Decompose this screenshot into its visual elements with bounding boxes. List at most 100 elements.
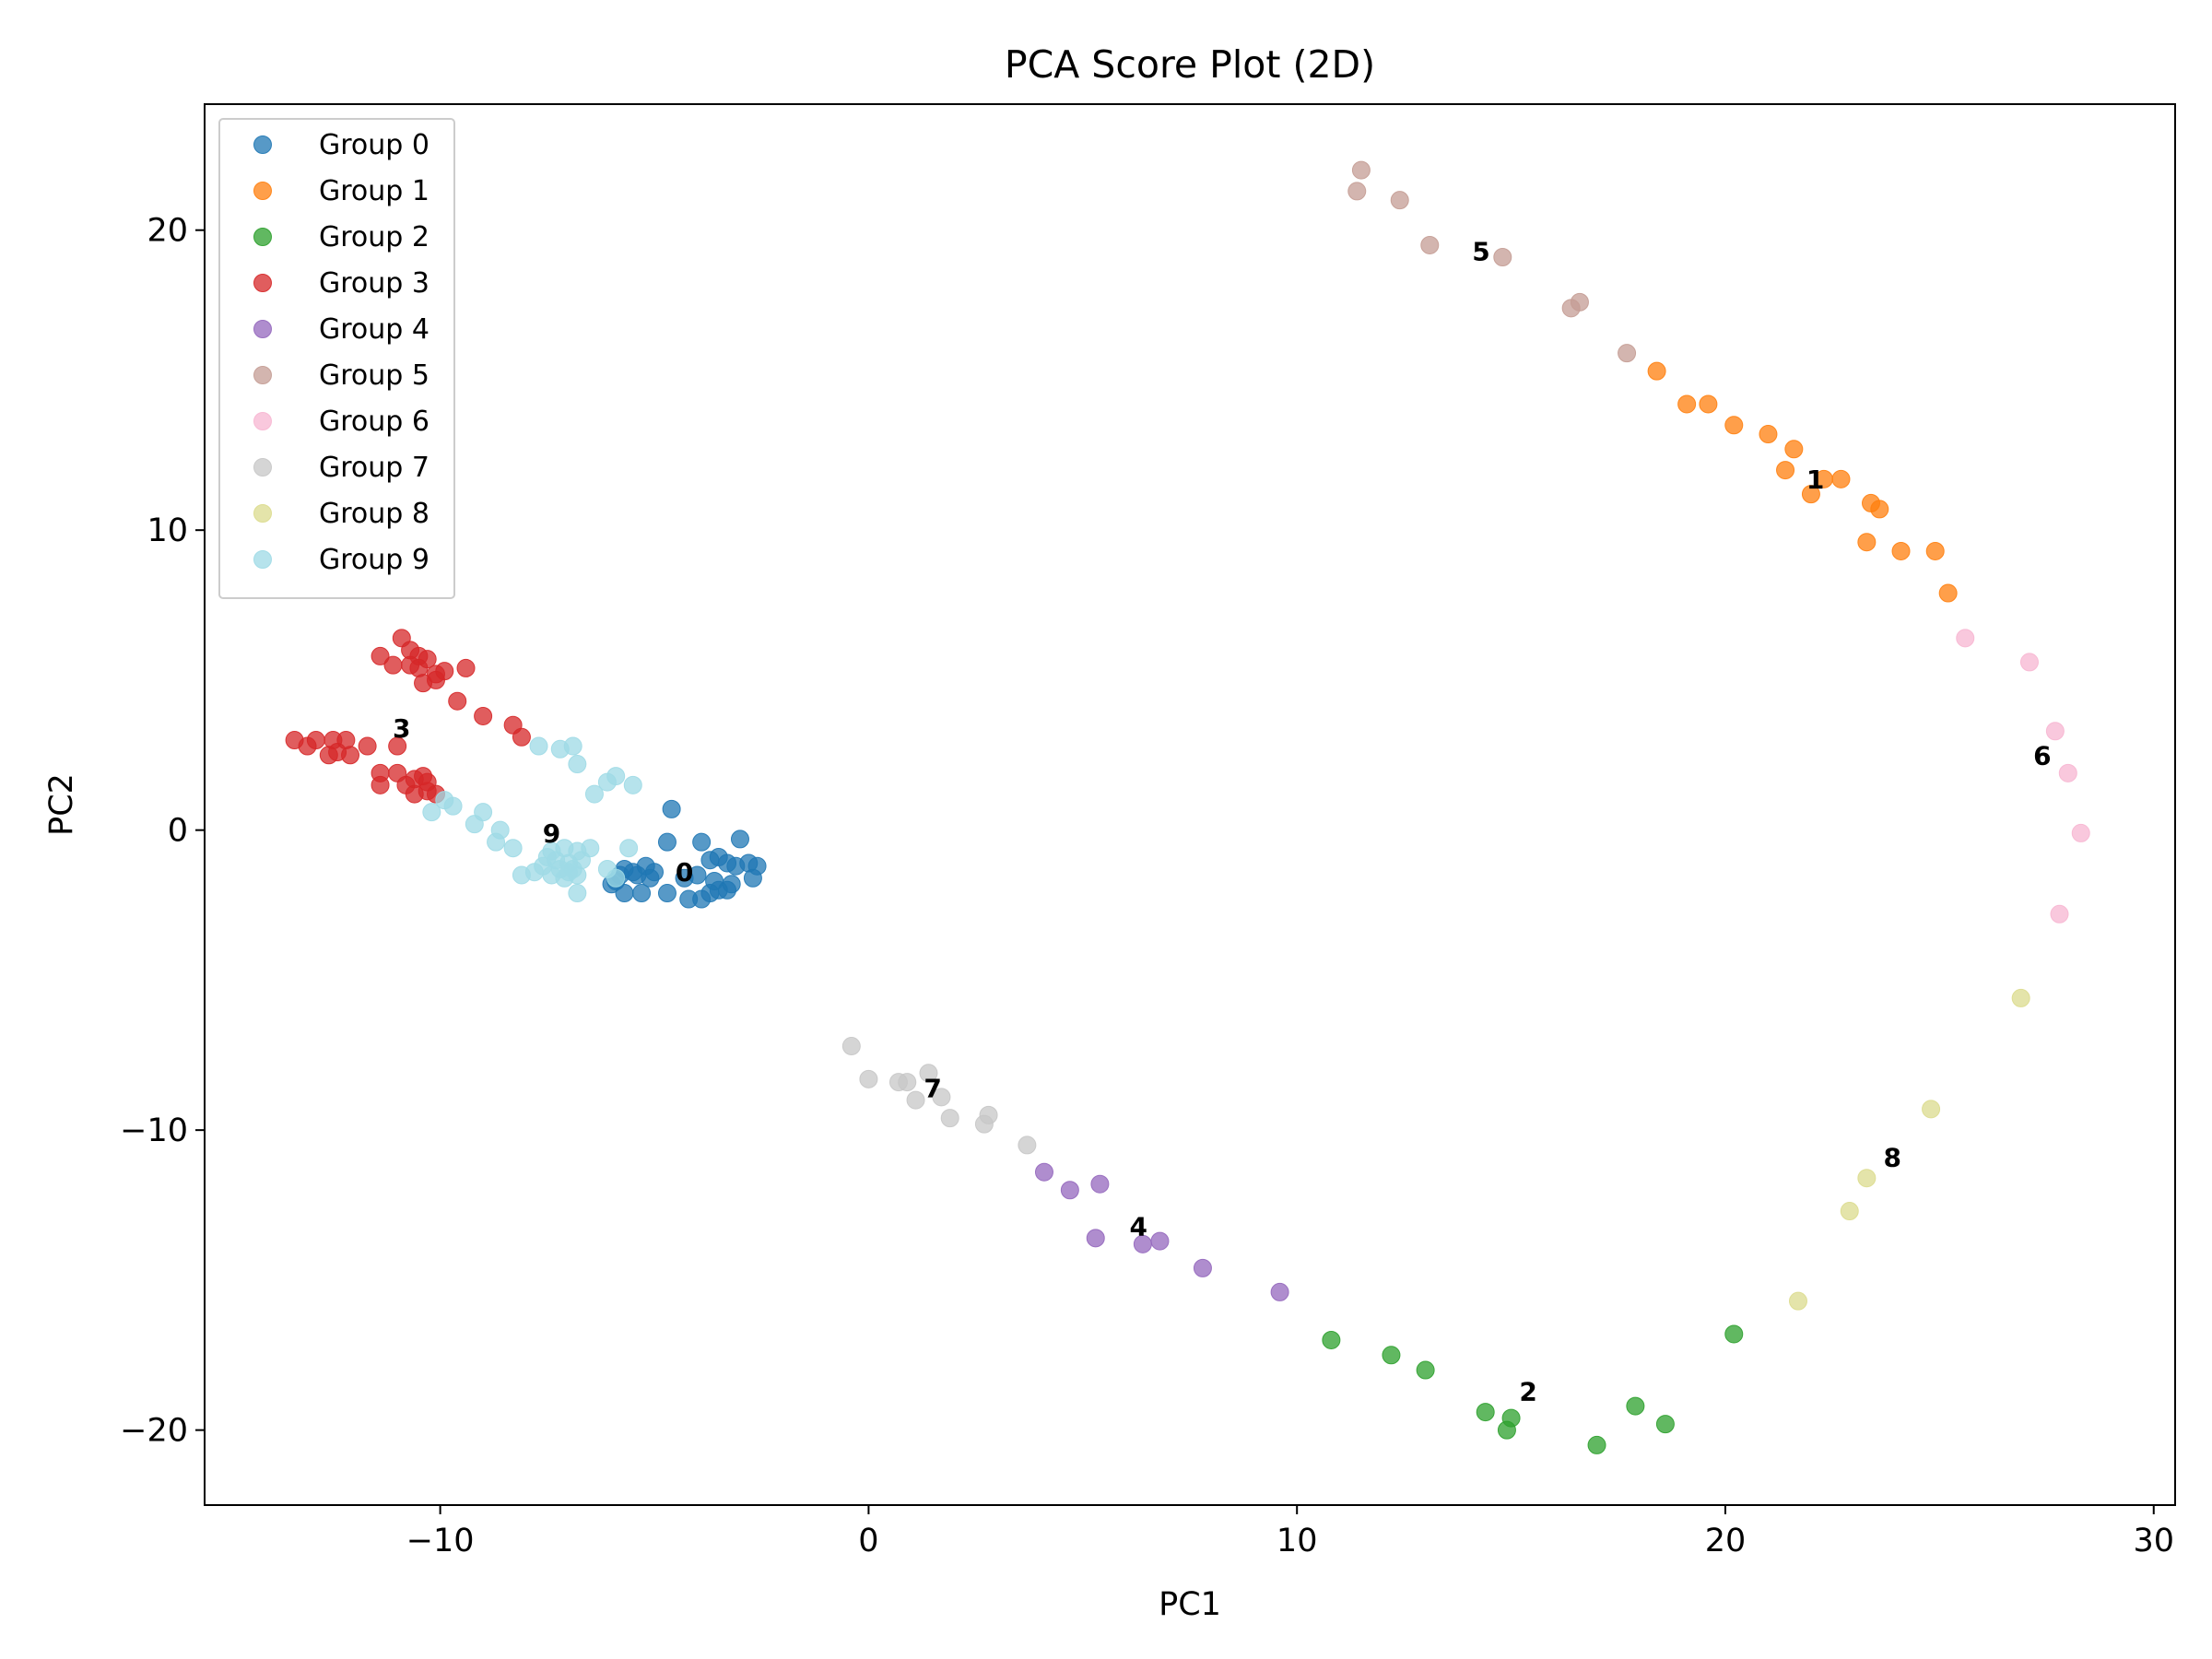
group-label-annotation: 4 — [1129, 1211, 1147, 1241]
scatter-point — [422, 803, 441, 822]
series-group-3 — [285, 629, 531, 804]
scatter-point — [1857, 533, 1877, 552]
group-label-annotation: 8 — [1884, 1142, 1901, 1172]
scatter-point — [692, 832, 712, 852]
scatter-point — [1587, 1435, 1606, 1454]
scatter-point — [657, 884, 677, 903]
scatter-point — [465, 815, 484, 834]
scatter-point — [1956, 629, 1975, 648]
scatter-point — [940, 1109, 959, 1128]
scatter-point — [568, 884, 587, 903]
x-tick-label: 30 — [2133, 1523, 2174, 1559]
legend-entry: Group 3 — [319, 267, 429, 300]
x-tick-label: 20 — [1705, 1523, 1747, 1559]
group-label-annotation: 7 — [924, 1074, 941, 1104]
legend-entry: Group 0 — [319, 129, 429, 161]
legend-marker — [253, 550, 272, 569]
legend-box — [218, 118, 455, 599]
scatter-point — [1150, 1231, 1170, 1251]
scatter-point — [319, 746, 338, 765]
series-group-4 — [1034, 1162, 1289, 1301]
scatter-point — [1497, 1420, 1516, 1440]
scatter-point — [1655, 1415, 1675, 1434]
scatter-point — [358, 736, 377, 756]
legend: Group 0 Group 1 Group 2 Group 3 Group 4 Group… — [218, 118, 455, 599]
scatter-point — [606, 767, 626, 786]
y-axis-label: PC2 — [43, 773, 80, 836]
scatter-point — [1322, 1330, 1341, 1349]
scatter-point — [1759, 425, 1778, 444]
scatter-point — [1724, 1324, 1744, 1344]
series-group-7 — [841, 1037, 1037, 1155]
scatter-point — [898, 1073, 917, 1092]
scatter-point — [743, 868, 762, 888]
legend-entry: Group 2 — [319, 221, 429, 253]
scatter-point — [662, 799, 681, 818]
scatter-point — [563, 736, 582, 756]
scatter-point — [2011, 988, 2030, 1007]
scatter-point — [555, 868, 574, 888]
scatter-point — [1857, 1169, 1877, 1188]
group-label-annotation: 5 — [1472, 236, 1489, 266]
group-label-annotation: 6 — [2033, 740, 2051, 771]
scatter-point — [1938, 583, 1958, 603]
scatter-point — [1570, 292, 1589, 312]
scatter-point — [1060, 1181, 1079, 1200]
y-tick-label: 10 — [147, 512, 188, 549]
scatter-point — [1090, 1174, 1110, 1194]
x-axis-label: PC1 — [1159, 1586, 1221, 1623]
scatter-point — [1476, 1403, 1495, 1422]
y-axis: −20 −10 0 10 20 — [120, 213, 205, 1450]
series-group-6 — [1956, 629, 2090, 924]
series-group-1 — [1647, 361, 1958, 603]
scatter-point — [414, 674, 433, 693]
scatter-point — [1677, 394, 1697, 414]
scatter-point — [371, 646, 390, 665]
scatter-point — [906, 1090, 925, 1110]
scatter-point — [1193, 1258, 1212, 1277]
x-tick-label: 10 — [1277, 1523, 1318, 1559]
scatter-point — [405, 784, 424, 804]
group-label-annotation: 2 — [1519, 1376, 1536, 1406]
scatter-point — [1776, 461, 1795, 480]
scatter-point — [1801, 485, 1820, 504]
scatter-point — [688, 865, 707, 885]
scatter-point — [474, 706, 493, 725]
scatter-point — [1416, 1360, 1435, 1380]
legend-entry: Group 1 — [319, 175, 429, 207]
scatter-point — [2045, 722, 2065, 741]
group-label-annotation: 9 — [543, 818, 560, 849]
legend-marker — [253, 274, 272, 292]
scatter-point — [503, 839, 523, 858]
series-group-8 — [1788, 988, 2030, 1311]
chart-title: PCA Score Plot (2D) — [1005, 42, 1375, 87]
scatter-point — [443, 796, 463, 816]
scatter-point — [1034, 1162, 1053, 1182]
plot-area: 0 1 2 3 4 5 6 7 8 9 — [285, 160, 2090, 1454]
scatter-point — [606, 868, 626, 888]
scatter-point — [371, 775, 390, 794]
scatter-point — [1784, 440, 1804, 459]
scatter-point — [1351, 160, 1371, 180]
legend-entry: Group 4 — [319, 313, 429, 346]
scatter-point — [1347, 182, 1367, 201]
x-tick-label: 0 — [858, 1523, 878, 1559]
scatter-point — [1647, 361, 1666, 381]
scatter-point — [341, 746, 360, 765]
legend-entry: Group 5 — [319, 359, 429, 392]
y-tick-label: 0 — [168, 813, 188, 850]
scatter-point — [388, 736, 407, 756]
legend-entry: Group 8 — [319, 498, 429, 530]
scatter-point — [718, 853, 737, 873]
scatter-point — [383, 655, 403, 675]
legend-marker — [253, 135, 272, 154]
group-label-annotation: 0 — [676, 857, 693, 888]
scatter-point — [456, 658, 476, 677]
scatter-point — [623, 775, 642, 794]
scatter-point — [974, 1114, 994, 1134]
scatter-point — [632, 884, 652, 903]
scatter-point — [1086, 1229, 1105, 1248]
scatter-point — [1270, 1282, 1289, 1301]
scatter-point — [1840, 1202, 1859, 1221]
scatter-point — [1618, 344, 1637, 363]
